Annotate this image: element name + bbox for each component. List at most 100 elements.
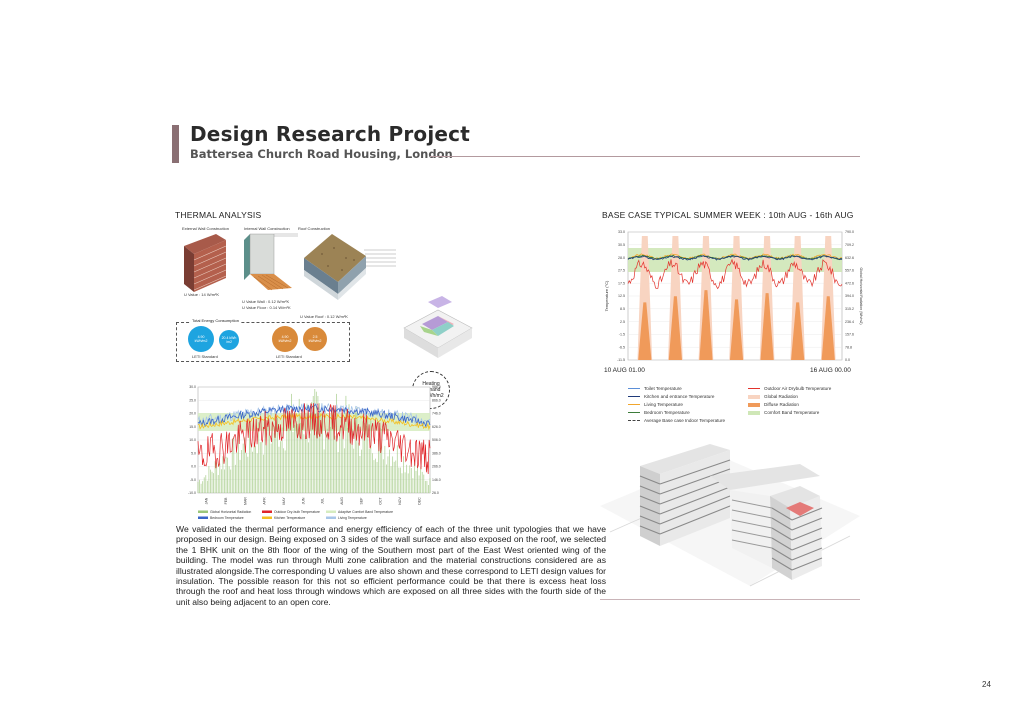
- annual-y-tick: -10.0: [188, 491, 196, 495]
- energy-consumption-box: [176, 322, 350, 362]
- circle-3-unit: kWh/m2: [278, 339, 292, 343]
- annual-outdoor-line: [197, 403, 431, 475]
- annual-legend-label: Kitchen Temperature: [274, 516, 305, 520]
- unit-isometric-model: [403, 296, 473, 358]
- annual-month-label: FEB: [224, 497, 228, 504]
- legend-average-line: [628, 420, 640, 421]
- legend-comfort: Comfort Band Temperature: [748, 410, 819, 415]
- annual-y-tick: 20.0: [189, 412, 196, 416]
- summer-start-date: 10 AUG 01.00: [604, 367, 645, 374]
- annual-legend-label: Outdoor Dry-bulb Temperature: [274, 510, 320, 514]
- legend-toilet: Toilet Temperature: [628, 386, 682, 391]
- int-u-value-wall: U Value Wall : 0.12 W/m²K: [242, 299, 290, 304]
- circle-4-value: 2.5: [312, 335, 318, 339]
- legend-outdoor-line: [748, 388, 760, 389]
- legend-average: Average Base case Indoor Temperature: [628, 418, 725, 423]
- legend-diffuse-label: Diffuse Radiation: [764, 402, 799, 407]
- annual-month-label: JAN: [205, 497, 209, 504]
- annual-radiation-bars: [197, 389, 431, 493]
- summer-y-tick-right: 790.0: [845, 230, 854, 234]
- summer-y-tick: -11.5: [617, 358, 625, 362]
- legend-comfort-swatch: [748, 410, 760, 415]
- annual-y-tick: 0.0: [191, 465, 196, 469]
- building-wing-right: [710, 464, 823, 580]
- external-wall-label: External Wall Construction: [182, 226, 229, 231]
- annual-y-labels: 30.0 25.0 20.0 15.0 10.0 5.0 0.0 -5.0 -10.0: [188, 385, 196, 495]
- annual-y-tick: 10.0: [189, 438, 196, 442]
- internal-wall-illustration: [244, 233, 298, 291]
- summer-y-tick-right: 0.0: [845, 358, 850, 362]
- legend-outdoor: Outdoor Air Drybulb Temperature: [748, 386, 831, 391]
- annual-legend-swatch: [326, 510, 336, 513]
- circle-3-value: 4.90: [281, 335, 289, 339]
- heating-demand-value: 28 kWh/m2: [418, 393, 444, 399]
- annual-y-tick-right: 26.0: [432, 491, 439, 495]
- annual-month-label: JUL: [321, 498, 325, 504]
- summer-y-tick: -1.5: [619, 333, 625, 337]
- internal-wall-label: Internal Wall Construction: [244, 226, 290, 231]
- annual-legend-swatch: [198, 510, 208, 513]
- annual-y-tick-right: 266.0: [432, 465, 441, 469]
- annual-y-tick: 25.0: [189, 398, 196, 402]
- summer-legend: Toilet Temperature Kitchen and entrance …: [628, 386, 868, 430]
- annual-y-tick-right: 866.0: [432, 398, 441, 402]
- summer-y-tick-right: 394.0: [845, 294, 854, 298]
- annual-y-tick-right: 146.0: [432, 478, 441, 482]
- legend-bedroom-label: Bedroom Temperature: [644, 410, 690, 415]
- summer-kitchen-line: [627, 255, 843, 261]
- summer-y-tick-right: 236.4: [845, 320, 854, 324]
- circle-2-value: 20.4 kWh: [221, 336, 237, 340]
- annual-legend: Global Horizontal Radiation Outdoor Dry-b…: [198, 510, 393, 520]
- annual-month-label: APR: [263, 497, 267, 505]
- summer-y-labels-right: 790.0 709.2 632.6 557.6 472.6 394.0 315.2 236.4…: [845, 230, 854, 362]
- summer-end-date: 16 AUG 00.00: [810, 367, 851, 374]
- page-subtitle: Battersea Church Road Housing, London: [190, 147, 453, 161]
- legend-kitchen-line: [628, 396, 640, 397]
- summer-y-tick-right: 472.6: [845, 281, 854, 285]
- circle-1-unit: kWh/m2: [194, 339, 208, 343]
- legend-bedroom: Bedroom Temperature: [628, 410, 690, 415]
- legend-global: Global Radiation: [748, 394, 798, 399]
- annual-y-tick-right: 506.0: [432, 438, 441, 442]
- annual-legend-swatch: [262, 516, 272, 519]
- summer-y-tick-right: 709.2: [845, 243, 854, 247]
- summer-y-tick: 27.5: [618, 269, 625, 273]
- leti-standard-left: LETI Standard: [192, 354, 218, 359]
- summer-week-heading: BASE CASE TYPICAL SUMMER WEEK : 10th AUG…: [602, 210, 854, 220]
- building-wing-left: [639, 444, 731, 546]
- annual-month-label: JUN: [301, 497, 305, 504]
- bottom-divider: [600, 599, 860, 600]
- title-accent-bar: [172, 125, 179, 163]
- legend-comfort-label: Comfort Band Temperature: [764, 410, 820, 415]
- energy-circle-2: 20.4 kWh /m2: [219, 330, 239, 350]
- summer-y-tick: 17.5: [618, 281, 625, 285]
- annual-legend-swatch: [262, 510, 272, 513]
- circle-4-unit: kWh/m2: [308, 339, 322, 343]
- legend-bedroom-line: [628, 412, 640, 413]
- energy-circle-4: 2.5 kWh/m2: [303, 327, 327, 351]
- ext-u-value: U Value : 14 W/m²K: [184, 292, 220, 297]
- annual-month-label: MAR: [243, 497, 247, 505]
- roof-u-value: U Value Roof : 0.12 W/m²K: [300, 314, 348, 319]
- annual-month-label: NOV: [398, 497, 402, 505]
- roof-construction-illustration: [304, 234, 396, 300]
- legend-average-label: Average Base case Indoor Temperature: [644, 418, 726, 423]
- annual-y-tick: 30.0: [189, 385, 196, 389]
- summer-y-axis-title: Temperature (°C): [604, 280, 609, 311]
- summer-diffuse-peak: [638, 302, 652, 360]
- summer-y-tick-right: 315.2: [845, 307, 854, 311]
- thermal-analysis-heading: THERMAL ANALYSIS: [175, 210, 262, 220]
- summer-diffuse-peak: [699, 290, 713, 360]
- building-render: [600, 444, 860, 587]
- annual-temperature-chart: 30.0 25.0 20.0 15.0 10.0 5.0 0.0 -5.0 -10.0 986.…: [188, 385, 441, 520]
- summer-diffuse-radiation: [638, 290, 835, 360]
- circle-2-unit: /m2: [226, 340, 232, 344]
- legend-diffuse: Diffuse Radiation: [748, 402, 799, 407]
- page-number: 24: [982, 680, 991, 689]
- annual-month-label: MAY: [282, 497, 286, 505]
- summer-y-labels: 33.0 30.5 28.0 27.5 17.5 12.5 8.5 2.5 -1.5 -6.5 -1…: [617, 230, 625, 362]
- summer-y-tick: 28.0: [618, 256, 625, 260]
- title-divider: [430, 156, 860, 157]
- summer-y-tick-right: 157.6: [845, 333, 854, 337]
- summer-diffuse-peak: [760, 293, 774, 360]
